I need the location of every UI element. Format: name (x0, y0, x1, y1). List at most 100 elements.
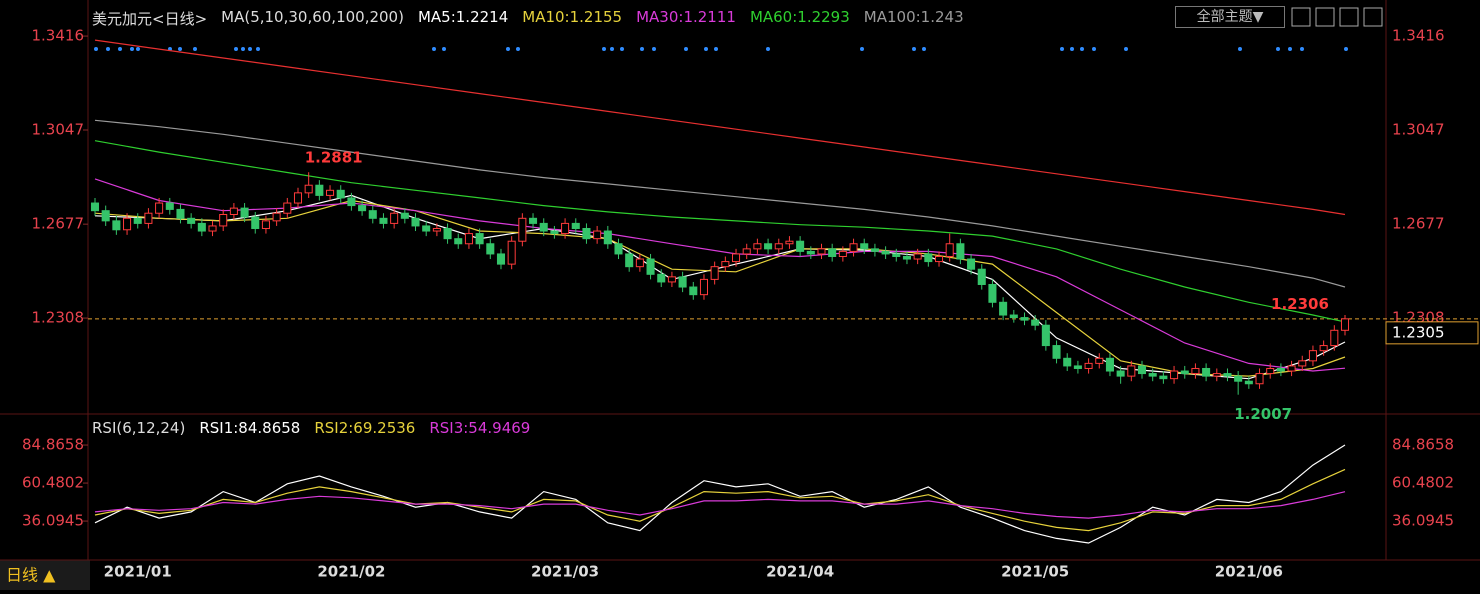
candle-body (1148, 373, 1157, 377)
main-legend: 美元加元<日线> MA(5,10,30,60,100,200) MA5:1.22… (92, 8, 964, 29)
event-dot (1300, 47, 1304, 51)
legend-entry: MA10:1.2155 (522, 8, 623, 26)
candle-body (1212, 373, 1221, 377)
icon[interactable] (1363, 7, 1383, 27)
candle-body (486, 243, 495, 255)
candle-body (1308, 350, 1317, 362)
candle-body (614, 243, 623, 255)
event-dot (256, 47, 260, 51)
candle-body (1266, 367, 1275, 375)
candle-body (635, 258, 644, 268)
candle-body (496, 253, 506, 265)
event-dot (610, 47, 614, 51)
icon[interactable] (1339, 7, 1359, 27)
period-tab[interactable]: 日线 ▲ (6, 566, 56, 585)
y-tick-label: 1.2308 (32, 309, 85, 327)
candle-body (571, 222, 580, 229)
candle-body (881, 250, 890, 255)
event-dot (714, 47, 718, 51)
candle-body (860, 243, 869, 250)
chart-title: 美元加元<日线> (92, 10, 208, 28)
candle-body (902, 255, 911, 260)
candle-body (582, 227, 591, 240)
event-dot (136, 47, 140, 51)
event-dot (178, 47, 182, 51)
event-dot (241, 47, 245, 51)
y-tick-label: 60.4802 (22, 474, 84, 492)
candle-body (1073, 365, 1082, 369)
candle-body (1340, 318, 1350, 331)
candle-body (603, 230, 612, 245)
candle-body (967, 258, 976, 270)
ma-line (94, 119, 1346, 288)
candle-body (561, 222, 570, 235)
candle-body (699, 278, 709, 296)
candle-body (240, 207, 249, 218)
candle-body (336, 189, 345, 199)
event-dot (1070, 47, 1074, 51)
event-dot (922, 47, 926, 51)
event-dot (1060, 47, 1064, 51)
candle-body (657, 273, 666, 283)
theme-button[interactable]: 全部主题▼ (1175, 6, 1285, 28)
y-tick-label: 36.0945 (22, 512, 84, 530)
candle-body (977, 268, 986, 285)
candle-body (411, 217, 420, 227)
candle-body (133, 217, 142, 224)
y-tick-label: 1.2677 (32, 215, 85, 233)
candle-body (678, 276, 687, 288)
x-tick-label: 2021/02 (317, 563, 385, 581)
candle-body (753, 243, 762, 250)
candle-body (1255, 373, 1264, 385)
candle-body (315, 184, 324, 196)
legend-entry: MA60:1.2293 (749, 8, 850, 26)
candle-body (208, 225, 217, 232)
candle-body (229, 207, 238, 215)
candle-body (849, 243, 858, 252)
candle-body (796, 240, 805, 252)
event-dot (1288, 47, 1292, 51)
ma-line (94, 140, 1346, 323)
icon[interactable] (1315, 7, 1335, 27)
candle-body (1137, 365, 1147, 375)
candle-body (721, 261, 730, 268)
candle-body (326, 189, 335, 196)
period-tab-bg (0, 560, 90, 590)
price-annotation: 1.2007 (1234, 405, 1292, 423)
candle-body (144, 212, 153, 224)
icon[interactable] (1291, 7, 1311, 27)
candle-body (379, 217, 388, 224)
legend-entry: MA100:1.243 (863, 8, 964, 26)
y-tick-label: 84.8658 (22, 436, 84, 454)
candle-body (1180, 370, 1189, 375)
legend-entry: RSI1:84.8658 (199, 419, 301, 437)
candle-body (176, 208, 185, 219)
candle-body (165, 202, 174, 210)
candle-body (1095, 357, 1104, 364)
event-dot (106, 47, 110, 51)
candle-body (507, 240, 516, 265)
candle-body (999, 301, 1008, 316)
y-tick-label-right: 1.2677 (1392, 215, 1445, 233)
last-price-box (1385, 321, 1479, 345)
candle-body (1223, 373, 1232, 377)
rsi-line (94, 491, 1346, 519)
candle-body (774, 243, 783, 250)
candle-body (1009, 314, 1018, 319)
candle-body (1170, 370, 1179, 380)
event-dot (1092, 47, 1096, 51)
event-dot (1344, 47, 1348, 51)
event-dot (193, 47, 197, 51)
candle-body (187, 217, 196, 224)
event-dot (766, 47, 770, 51)
indicator: MA(5,10,30,60,100,200) (221, 8, 404, 26)
candle-body (785, 240, 794, 245)
legend-entry: MA5:1.2214 (417, 8, 509, 26)
event-dot (234, 47, 238, 51)
candle-body (347, 197, 356, 207)
x-tick-label: 2021/04 (766, 563, 834, 581)
event-dot (118, 47, 122, 51)
candle-body (454, 238, 463, 245)
candle-body (870, 248, 879, 252)
